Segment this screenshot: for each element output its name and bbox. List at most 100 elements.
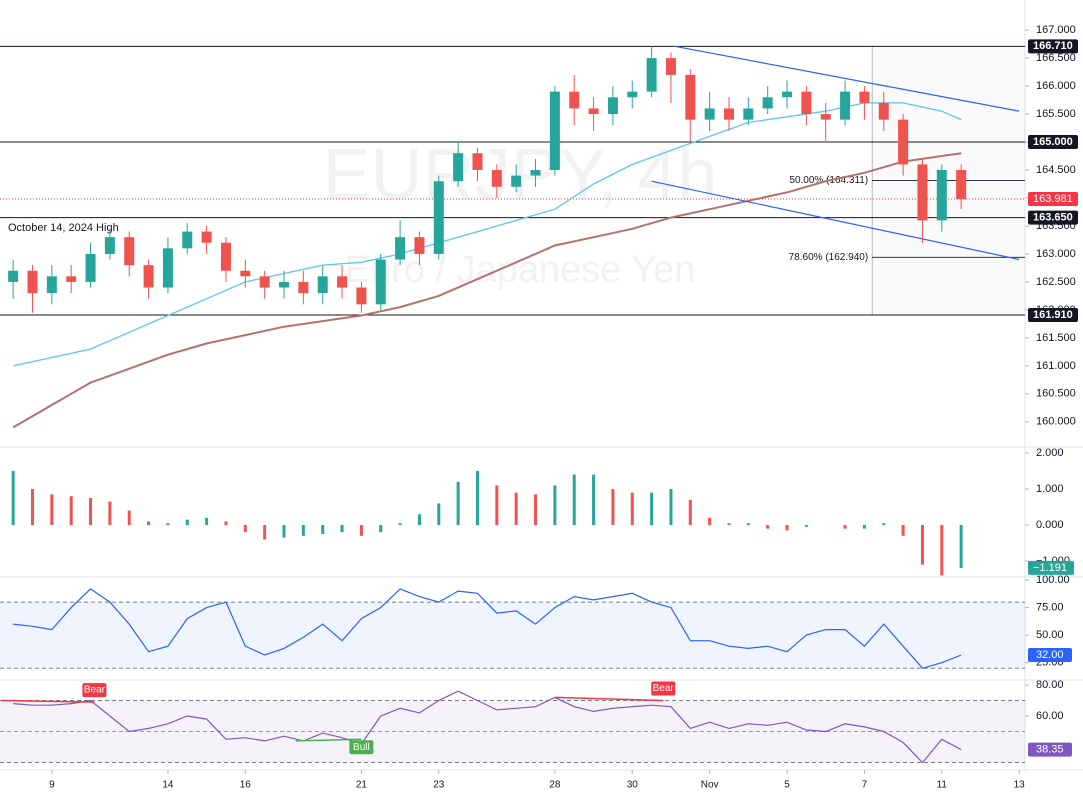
y-tick-label: 50.00 — [1036, 629, 1064, 641]
divergence-line — [1, 699, 95, 703]
candle-body — [859, 91, 870, 103]
histogram-bar — [862, 525, 866, 529]
moving-average — [12, 152, 962, 429]
divergence-line — [295, 738, 362, 742]
watermark: EURJPY, 4h — [323, 135, 718, 215]
y-tick-label: 162.500 — [1036, 276, 1076, 288]
y-tick-label: 1.000 — [1036, 483, 1064, 495]
histogram-bar — [456, 481, 460, 526]
price-label: 163.981 — [1033, 193, 1073, 205]
histogram-bar — [417, 514, 421, 526]
candle-body — [878, 102, 889, 120]
level-label: 165.000 — [1033, 136, 1073, 148]
candle-body — [820, 114, 831, 120]
level-label: 163.650 — [1033, 211, 1073, 223]
histogram-bar — [263, 525, 267, 540]
candle-body — [549, 91, 560, 171]
x-tick-label: 30 — [627, 780, 639, 791]
candle-body — [472, 153, 483, 171]
x-tick-label: 16 — [240, 780, 252, 791]
divergence-label: Bull — [353, 742, 370, 753]
y-tick-label: 166.500 — [1036, 52, 1076, 64]
y-tick-label: 165.500 — [1036, 108, 1076, 120]
candle-body — [395, 237, 406, 260]
histogram-bar — [379, 525, 383, 533]
band — [0, 602, 1025, 669]
candle-body — [259, 276, 270, 288]
divergence-label: Bear — [653, 683, 675, 694]
x-tick-label: 13 — [1014, 780, 1026, 791]
histogram-bar — [127, 510, 131, 526]
candle-body — [201, 231, 212, 243]
histogram-bar — [243, 525, 247, 533]
candle-body — [414, 237, 425, 254]
x-tick-label: 21 — [356, 780, 368, 791]
candle-body — [840, 91, 851, 120]
candle-body — [317, 276, 328, 294]
level-label-box — [1028, 210, 1078, 225]
candle-body — [182, 231, 193, 249]
histogram-bar — [553, 485, 557, 526]
x-tick-label: Nov — [701, 780, 719, 791]
y-tick-label: 163.000 — [1036, 248, 1076, 260]
level-label-box — [1028, 39, 1078, 54]
candle-body — [898, 119, 909, 165]
histogram-bar — [959, 525, 963, 568]
histogram-bar — [708, 517, 712, 526]
candle-body — [646, 58, 657, 92]
candle-body — [569, 91, 580, 109]
y-tick-label: 160.000 — [1036, 416, 1076, 428]
histogram-bar — [340, 525, 344, 533]
y-tick-label: 0.000 — [1036, 519, 1064, 531]
histogram-bar — [398, 523, 402, 526]
x-tick-label: 9 — [49, 780, 55, 791]
candle-body — [85, 253, 96, 282]
candle-body — [588, 108, 599, 115]
y-tick-label: 2.000 — [1036, 447, 1064, 459]
fib-label: 78.60% (162.940) — [789, 252, 869, 263]
candle-body — [917, 164, 928, 221]
candle-body — [801, 91, 812, 115]
histogram-bar — [224, 521, 228, 526]
candle-body — [46, 276, 57, 294]
candle-body — [27, 270, 38, 294]
divergence-label-box — [349, 740, 374, 755]
histogram-bar — [282, 525, 286, 538]
histogram-bar — [940, 525, 944, 576]
candle-body — [298, 281, 309, 294]
candle-body — [8, 270, 19, 282]
candle-body — [453, 153, 464, 182]
candle-body — [143, 265, 154, 288]
divergence-label-box — [82, 683, 107, 698]
candle-body — [607, 97, 618, 115]
current-label: 32.00 — [1036, 649, 1064, 661]
histogram-bar — [920, 525, 924, 565]
histogram-bar — [630, 492, 634, 526]
annotation: October 14, 2024 High — [8, 222, 119, 234]
candle-body — [240, 270, 251, 277]
y-tick-label: 167.000 — [1036, 24, 1076, 36]
histogram-bar — [669, 489, 673, 526]
candle-body — [665, 58, 676, 75]
current-label-box — [1028, 560, 1074, 575]
candle-body — [627, 91, 638, 98]
histogram-bar — [475, 471, 479, 526]
candle-body — [762, 97, 773, 109]
divergence-label: Bear — [84, 685, 106, 696]
histogram-bar — [108, 501, 112, 526]
moving-average — [13, 102, 962, 367]
y-tick-label: 60.00 — [1036, 710, 1064, 722]
histogram-bar — [31, 489, 35, 526]
histogram-bar — [766, 525, 770, 529]
candle-body — [66, 276, 77, 282]
histogram-bar — [534, 494, 538, 526]
divergence-line — [554, 696, 664, 702]
trendline — [674, 45, 1020, 112]
histogram-bar — [50, 494, 54, 526]
x-tick-label: 28 — [549, 780, 561, 791]
histogram-bar — [185, 519, 189, 526]
level-label: 166.710 — [1033, 40, 1073, 52]
candle-body — [104, 237, 115, 254]
candle-body — [936, 170, 947, 221]
